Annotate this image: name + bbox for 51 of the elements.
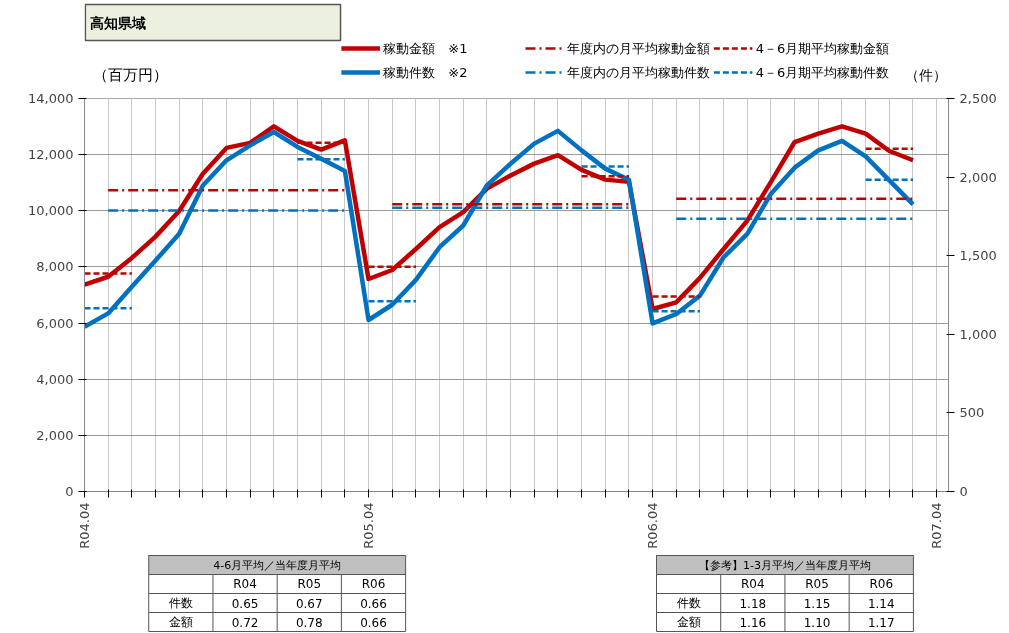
text: 【参考】1-3月平均／当年度月平均 — [698, 558, 871, 572]
y-tick-label: 8,000 — [36, 259, 74, 275]
legend-label: 稼動件数 ※2 — [383, 65, 468, 80]
text: 1.14 — [867, 596, 895, 611]
text: R04 — [741, 577, 765, 591]
y-tick-label: 12,000 — [28, 147, 74, 163]
y-tick-label: 0 — [65, 484, 74, 499]
text: 0.65 — [231, 596, 259, 611]
y-tick-label: 6,000 — [36, 315, 74, 331]
y-tick-label: 10,000 — [28, 203, 74, 219]
text: 1.16 — [739, 615, 767, 630]
text: 0.66 — [360, 615, 387, 630]
text: 0.78 — [295, 615, 323, 630]
text: 0.66 — [360, 596, 387, 611]
text: 1.17 — [867, 615, 895, 630]
y2-tick-label: 0 — [959, 484, 968, 499]
y2-tick-label: 1,000 — [959, 326, 997, 342]
text: 金額 — [168, 615, 193, 629]
text: R06 — [869, 577, 894, 591]
y-tick-label: 4,000 — [36, 371, 74, 387]
text: 1.18 — [739, 596, 767, 611]
legend-label: 稼動金額 ※1 — [383, 41, 468, 56]
x-tick-label: R05.04 — [361, 502, 377, 549]
y-tick-label: 2,000 — [36, 427, 74, 443]
y-tick-label: 14,000 — [28, 91, 74, 106]
legend-label: 4－6月期平均稼動金額 — [755, 41, 890, 56]
text: 件数 — [676, 596, 701, 610]
x-tick-label: R04.04 — [77, 502, 92, 549]
text: 4-6月平均／当年度月平均 — [213, 558, 342, 572]
text: 件数 — [168, 596, 193, 610]
x-tick-label: R06.04 — [645, 502, 661, 549]
chart-title: 高知県域 — [89, 14, 146, 31]
y2-tick-label: 2,000 — [959, 169, 997, 185]
legend-label: 4－6月期平均稼動件数 — [755, 65, 890, 80]
text: 金額 — [676, 615, 701, 629]
text: R04 — [233, 577, 257, 591]
y2-tick-label: 2,500 — [959, 91, 997, 106]
text: 1.10 — [803, 615, 831, 630]
text: 0.67 — [295, 596, 323, 611]
text: 0.72 — [231, 615, 259, 630]
y-axis-title: （百万円） — [93, 65, 169, 84]
y2-axis-title: （件） — [904, 66, 947, 83]
text: R06 — [361, 577, 386, 591]
text: 1.15 — [803, 596, 831, 611]
y2-tick-label: 1,500 — [959, 248, 997, 264]
text: R05 — [297, 577, 322, 591]
y2-tick-label: 500 — [959, 405, 985, 421]
x-tick-label: R07.04 — [929, 502, 945, 549]
text: R05 — [805, 577, 829, 591]
legend-label: 年度内の月平均稼動金額 — [567, 41, 711, 56]
legend-label: 年度内の月平均稼動件数 — [567, 65, 711, 80]
